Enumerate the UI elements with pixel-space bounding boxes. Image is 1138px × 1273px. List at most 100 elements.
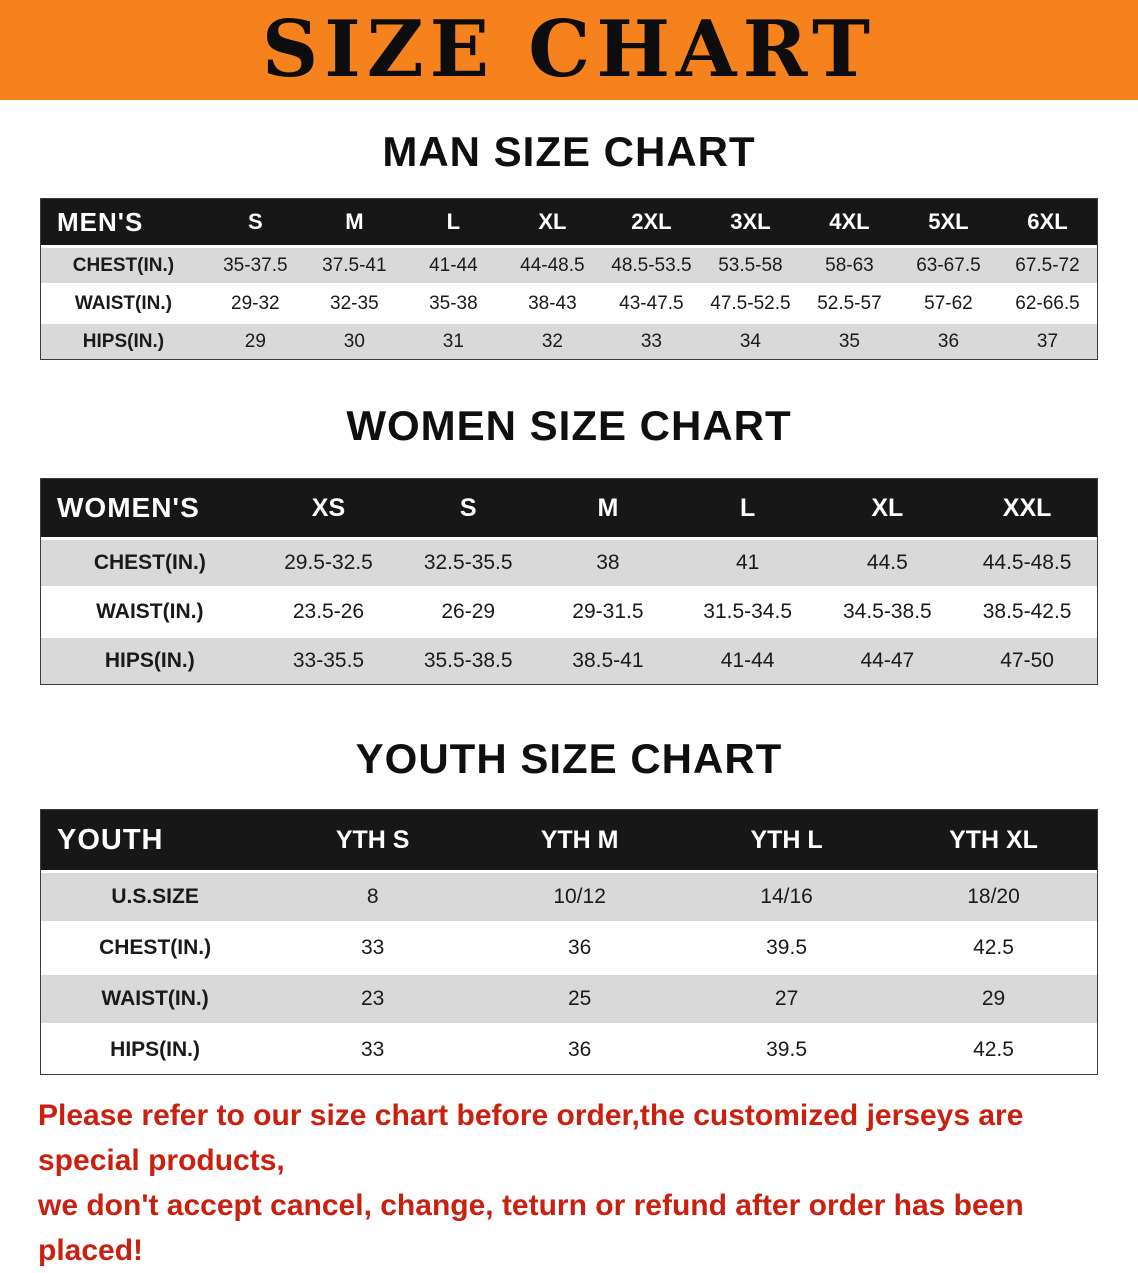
size-column-header: M [538,479,678,540]
size-value-cell: 39.5 [683,924,891,975]
size-value-cell: 41 [677,540,818,589]
size-value-cell: 32-35 [304,286,404,324]
table-row: U.S.SIZE 8 10/12 14/16 18/20 [41,873,1097,924]
content: MAN SIZE CHART MEN'S S M L XL 2XL 3XL 4XL 5XL 6XL… [0,128,1138,1075]
table-corner-label: YOUTH [41,810,270,873]
size-value-cell: 36 [476,924,684,975]
size-column-header: XXL [957,479,1097,540]
table-row: WAIST(IN.) 23.5-26 26-29 29-31.5 31.5-34.5 34… [41,589,1097,638]
table-corner-label: WOMEN'S [41,479,259,540]
youth-section-heading: YOUTH SIZE CHART [355,735,783,782]
size-value-cell: 14/16 [683,873,891,924]
row-label: HIPS(IN.) [41,1026,270,1074]
row-label: WAIST(IN.) [41,589,259,638]
size-value-cell: 42.5 [890,1026,1097,1074]
size-value-cell: 33 [269,924,477,975]
size-value-cell: 43-47.5 [601,286,701,324]
size-value-cell: 33 [601,324,701,359]
size-column-header: L [403,199,503,248]
size-value-cell: 29 [205,324,305,359]
notice-line-2: we don't accept cancel, change, teturn o… [38,1189,1024,1267]
row-label: WAIST(IN.) [41,975,270,1026]
women-section-heading: WOMEN SIZE CHART [346,402,792,449]
size-column-header: 2XL [601,199,701,248]
size-value-cell: 41-44 [403,248,503,286]
size-column-header: XS [258,479,399,540]
size-value-cell: 42.5 [890,924,1097,975]
size-column-header: XL [502,199,602,248]
men-section: MAN SIZE CHART MEN'S S M L XL 2XL 3XL 4XL 5XL 6XL… [0,128,1138,360]
size-value-cell: 47-50 [957,638,1097,684]
size-value-cell: 37 [997,324,1097,359]
size-value-cell: 44.5 [817,540,958,589]
size-column-header: 3XL [700,199,800,248]
size-column-header: YTH XL [890,810,1097,873]
size-value-cell: 58-63 [799,248,899,286]
table-header-row: MEN'S S M L XL 2XL 3XL 4XL 5XL 6XL [41,199,1097,248]
size-value-cell: 53.5-58 [700,248,800,286]
size-column-header: S [398,479,539,540]
size-value-cell: 44-47 [817,638,958,684]
size-value-cell: 31 [403,324,503,359]
size-value-cell: 57-62 [898,286,998,324]
size-value-cell: 36 [476,1026,684,1074]
size-value-cell: 30 [304,324,404,359]
size-value-cell: 35-38 [403,286,503,324]
notice-line-1: Please refer to our size chart before or… [38,1099,1024,1177]
row-label: CHEST(IN.) [41,540,259,589]
women-section: WOMEN SIZE CHART WOMEN'S XS S M L XL XXL CHEST(… [0,402,1138,685]
row-label: WAIST(IN.) [41,286,206,324]
table-corner-label: MEN'S [41,199,206,248]
size-value-cell: 29-32 [205,286,305,324]
size-value-cell: 29 [890,975,1097,1026]
table-row: WAIST(IN.) 29-32 32-35 35-38 38-43 43-47.5 47.… [41,286,1097,324]
size-column-header: 5XL [898,199,998,248]
size-column-header: YTH S [269,810,477,873]
size-column-header: S [205,199,305,248]
women-size-table: WOMEN'S XS S M L XL XXL CHEST(IN.) 29.5-32.5 32.5… [40,478,1098,685]
size-column-header: YTH M [476,810,684,873]
table-header-row: WOMEN'S XS S M L XL XXL [41,479,1097,540]
table-row: HIPS(IN.) 29 30 31 32 33 34 35 36 37 [41,324,1097,359]
size-value-cell: 37.5-41 [304,248,404,286]
size-value-cell: 34.5-38.5 [817,589,958,638]
size-value-cell: 63-67.5 [898,248,998,286]
size-column-header: YTH L [683,810,891,873]
size-value-cell: 32 [502,324,602,359]
size-value-cell: 35-37.5 [205,248,305,286]
table-row: CHEST(IN.) 33 36 39.5 42.5 [41,924,1097,975]
table-row: CHEST(IN.) 35-37.5 37.5-41 41-44 44-48.5 48.5… [41,248,1097,286]
size-value-cell: 44-48.5 [502,248,602,286]
size-value-cell: 25 [476,975,684,1026]
size-value-cell: 62-66.5 [997,286,1097,324]
size-value-cell: 38.5-42.5 [957,589,1097,638]
men-section-heading: MAN SIZE CHART [382,128,756,175]
size-column-header: 4XL [799,199,899,248]
size-value-cell: 34 [700,324,800,359]
size-value-cell: 35.5-38.5 [398,638,539,684]
size-value-cell: 38-43 [502,286,602,324]
youth-size-table: YOUTH YTH S YTH M YTH L YTH XL U.S.SIZE 8 10/12… [40,809,1098,1075]
table-row: HIPS(IN.) 33 36 39.5 42.5 [41,1026,1097,1074]
page-title: SIZE CHART [261,4,877,95]
row-label: HIPS(IN.) [41,638,259,684]
size-value-cell: 8 [269,873,477,924]
size-column-header: XL [817,479,958,540]
youth-section: YOUTH SIZE CHART YOUTH YTH S YTH M YTH L YTH… [0,735,1138,1075]
order-notice: Please refer to our size chart before or… [38,1093,1100,1273]
table-row: HIPS(IN.) 33-35.5 35.5-38.5 38.5-41 41-44 44-… [41,638,1097,684]
size-value-cell: 41-44 [677,638,818,684]
size-value-cell: 35 [799,324,899,359]
size-value-cell: 48.5-53.5 [601,248,701,286]
table-row: WAIST(IN.) 23 25 27 29 [41,975,1097,1026]
size-column-header: 6XL [997,199,1097,248]
size-value-cell: 26-29 [398,589,539,638]
size-value-cell: 18/20 [890,873,1097,924]
banner: SIZE CHART [0,0,1138,100]
size-value-cell: 44.5-48.5 [957,540,1097,589]
size-value-cell: 29.5-32.5 [258,540,399,589]
row-label: U.S.SIZE [41,873,270,924]
size-value-cell: 32.5-35.5 [398,540,539,589]
size-value-cell: 47.5-52.5 [700,286,800,324]
size-value-cell: 52.5-57 [799,286,899,324]
